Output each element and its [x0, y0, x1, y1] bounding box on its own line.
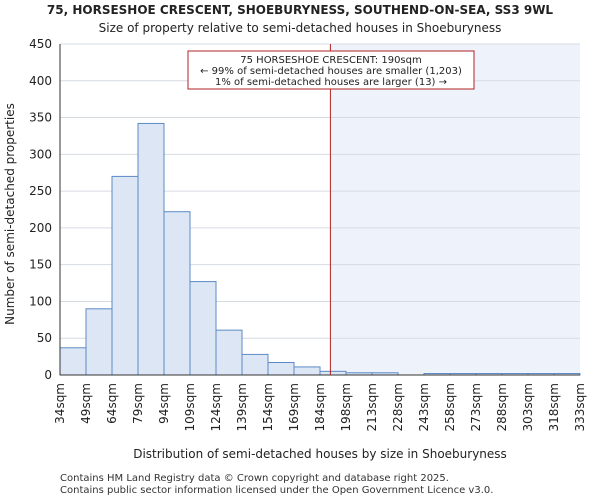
x-tick-label: 64sqm [105, 383, 119, 424]
annotation-line: ← 99% of semi-detached houses are smalle… [200, 66, 462, 77]
bar [189, 281, 217, 376]
annotation-line: 75 HORSESHOE CRESCENT: 190sqm [240, 55, 421, 66]
chart-subtitle: Size of property relative to semi-detach… [99, 21, 502, 35]
y-tick-label: 200 [29, 221, 52, 235]
bar [215, 329, 243, 376]
x-tick-label: 243sqm [417, 383, 431, 431]
y-tick-label: 0 [44, 368, 52, 382]
bar [85, 308, 113, 376]
highlight-region [330, 44, 580, 375]
x-tick-label: 139sqm [235, 383, 249, 431]
y-tick-label: 150 [29, 258, 52, 272]
bar [293, 366, 321, 376]
plot-area: 0 50 100 150 200 250 300 350 400 450 34sqm 49sqm 64s… [29, 37, 587, 431]
chart-title: 75, HORSESHOE CRESCENT, SHOEBURYNESS, SO… [47, 3, 554, 17]
x-tick-label: 228sqm [391, 383, 405, 431]
x-tick-label: 109sqm [183, 383, 197, 431]
footer-line-2: Contains public sector information licen… [60, 485, 494, 496]
x-tick-label: 79sqm [131, 383, 145, 424]
footer-line-1: Contains HM Land Registry data © Crown c… [60, 473, 449, 484]
x-tick-label: 318sqm [547, 383, 561, 431]
x-axis-label: Distribution of semi-detached houses by … [133, 447, 507, 461]
x-tick-label: 333sqm [573, 383, 587, 431]
x-tick-label: 213sqm [365, 383, 379, 431]
x-tick-label: 303sqm [521, 383, 535, 431]
annotation-line: 1% of semi-detached houses are larger (1… [215, 77, 447, 88]
bar [137, 122, 165, 376]
y-tick-label: 450 [29, 37, 52, 51]
x-tick-label: 184sqm [313, 383, 327, 431]
x-tick-label: 198sqm [339, 383, 353, 431]
bar [59, 347, 87, 376]
x-tick-label: 124sqm [209, 383, 223, 431]
x-tick-label: 34sqm [53, 383, 67, 424]
y-tick-label: 400 [29, 74, 52, 88]
x-tick-label: 49sqm [79, 383, 93, 424]
annotation-box [187, 50, 475, 90]
y-tick-label: 50 [37, 331, 52, 345]
bar [267, 361, 295, 376]
bar [111, 175, 139, 376]
x-tick-label: 258sqm [443, 383, 457, 431]
bar [241, 353, 269, 376]
x-tick-label: 273sqm [469, 383, 483, 431]
x-tick-label: 288sqm [495, 383, 509, 431]
bar [319, 370, 347, 376]
x-tick-label: 154sqm [261, 383, 275, 431]
y-axis-label: Number of semi-detached properties [3, 103, 17, 325]
bar [163, 211, 191, 376]
y-tick-label: 250 [29, 184, 52, 198]
y-tick-label: 350 [29, 111, 52, 125]
y-tick-label: 100 [29, 294, 52, 308]
y-tick-label: 300 [29, 147, 52, 161]
x-tick-label: 169sqm [287, 383, 301, 431]
x-tick-label: 94sqm [157, 383, 171, 424]
